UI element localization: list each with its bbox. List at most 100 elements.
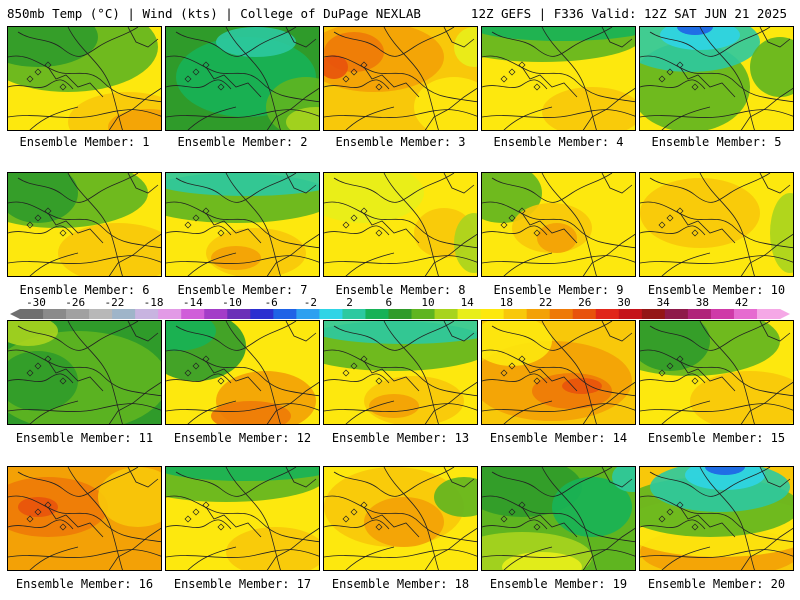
map-line (541, 27, 597, 130)
station-marker (676, 501, 684, 509)
station-marker (518, 355, 526, 363)
map-line (521, 360, 578, 392)
member-caption: Ensemble Member: 5 (651, 135, 782, 149)
scale-swatch (664, 309, 689, 319)
station-marker (44, 61, 52, 69)
map-line (383, 173, 439, 276)
map-line (363, 66, 420, 98)
map-line (166, 519, 232, 530)
map-line (166, 373, 232, 384)
scale-swatch (89, 309, 113, 319)
chart-title: 850mb Temp (°C) | Wind (kts) | College o… (7, 6, 421, 21)
map-line (166, 109, 319, 118)
station-marker (342, 75, 350, 83)
scale-swatch (342, 309, 366, 319)
map-line (640, 373, 706, 384)
map-line (166, 255, 319, 264)
station-marker (34, 68, 42, 76)
map-line (8, 349, 161, 397)
map-line (17, 321, 139, 351)
map-line (424, 233, 477, 276)
member-caption: Ensemble Member: 12 (173, 431, 312, 445)
station-marker (26, 369, 34, 377)
map-line (482, 225, 548, 236)
map-line (8, 55, 161, 103)
scale-swatch (204, 309, 228, 319)
map-line (582, 233, 635, 276)
station-marker (342, 221, 350, 229)
map-line (443, 27, 475, 48)
map-line (649, 467, 771, 497)
scale-swatch (250, 309, 274, 319)
temperature-field (482, 27, 635, 130)
temperature-field (324, 27, 477, 130)
scale-swatch (595, 309, 620, 319)
station-marker (217, 83, 225, 91)
station-marker (676, 355, 684, 363)
map-line (661, 546, 711, 570)
scale-swatch (319, 309, 343, 319)
station-marker (192, 214, 200, 222)
map-line (383, 27, 439, 130)
map-line (225, 321, 281, 424)
station-marker (691, 377, 699, 385)
station-marker (59, 377, 67, 385)
map-line (521, 66, 578, 98)
scale-max-arrow (780, 309, 790, 319)
station-marker (658, 221, 666, 229)
member-caption: Ensemble Member: 10 (647, 283, 786, 297)
map-line (175, 321, 297, 351)
station-marker (192, 362, 200, 370)
map-line (424, 381, 477, 424)
ensemble-member-map (165, 466, 320, 571)
scale-tick-label: -6 (264, 296, 278, 309)
scale-tick-label: 18 (499, 296, 514, 309)
map-line (8, 109, 161, 118)
scale-swatch (112, 309, 136, 319)
temperature-field (482, 467, 635, 570)
map-line (491, 173, 613, 203)
map-line (503, 252, 553, 276)
map-line (541, 467, 597, 570)
ensemble-member-map (323, 466, 478, 571)
map-line (503, 546, 553, 570)
map-line (8, 403, 161, 412)
station-marker (691, 523, 699, 531)
ensemble-member-map (481, 172, 636, 277)
map-line (740, 87, 793, 130)
scale-swatch (411, 309, 436, 319)
map-line (205, 66, 262, 98)
ensemble-member-map (323, 26, 478, 131)
map-line (108, 233, 161, 276)
map-line (225, 173, 281, 276)
scale-swatch (549, 309, 574, 319)
station-marker (533, 377, 541, 385)
map-line (29, 252, 79, 276)
map-line (166, 403, 319, 412)
scale-tick-label: 42 (734, 296, 749, 309)
map-line (661, 400, 711, 424)
temperature-field (166, 27, 319, 130)
map-line (699, 27, 755, 130)
station-marker (26, 75, 34, 83)
map-line (166, 55, 319, 103)
station-marker (518, 207, 526, 215)
station-marker (350, 508, 358, 516)
scale-tick-label: 10 (421, 296, 435, 309)
map-line (640, 255, 793, 264)
ensemble-member-map (481, 320, 636, 425)
map-line (640, 403, 793, 412)
map-line (345, 252, 395, 276)
map-line (17, 467, 139, 497)
station-marker (508, 214, 516, 222)
station-marker (375, 523, 383, 531)
map-line (67, 173, 123, 276)
temperature-field (640, 321, 793, 424)
station-marker (184, 515, 192, 523)
map-line (8, 79, 74, 90)
map-line (482, 495, 635, 543)
map-line (8, 519, 74, 530)
map-line (363, 506, 420, 538)
ensemble-member-map (639, 466, 794, 571)
ensemble-member-map (165, 172, 320, 277)
